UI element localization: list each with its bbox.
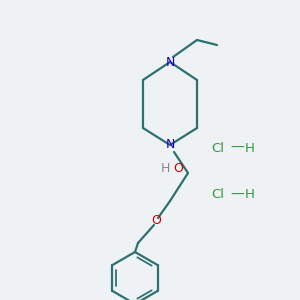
Text: N: N: [165, 56, 175, 68]
Text: H: H: [245, 188, 255, 202]
Text: Cl: Cl: [212, 188, 224, 202]
Text: —: —: [230, 141, 244, 155]
Text: Cl: Cl: [212, 142, 224, 154]
Text: H: H: [160, 163, 170, 176]
Text: N: N: [165, 139, 175, 152]
Text: O: O: [151, 214, 161, 227]
Text: O: O: [173, 161, 183, 175]
Text: H: H: [245, 142, 255, 154]
Text: —: —: [230, 188, 244, 202]
